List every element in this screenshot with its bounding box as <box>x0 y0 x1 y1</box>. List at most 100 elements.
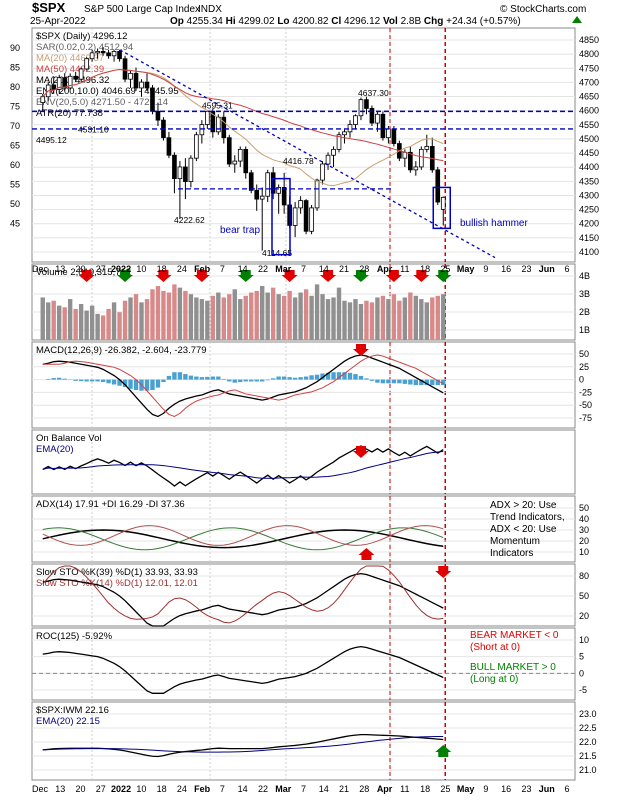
volume-bar <box>161 291 165 340</box>
x-tick-label: 18 <box>157 784 167 794</box>
volume-bar <box>150 289 154 340</box>
volume-bar <box>342 301 346 340</box>
volume-bar <box>68 299 72 340</box>
macd-histogram-bar <box>353 374 357 380</box>
volume-bar <box>320 294 324 340</box>
macd-histogram-bar <box>293 378 297 380</box>
candle-body <box>52 85 56 89</box>
x-tick-label: May <box>457 264 475 274</box>
candle-body <box>123 59 127 79</box>
macd-histogram-bar <box>403 380 407 384</box>
candle-body <box>79 69 83 79</box>
y-tick-label: 1B <box>579 325 590 335</box>
candle-body <box>365 100 369 109</box>
volume-bar <box>375 297 379 340</box>
y-tick-label: 4B <box>579 271 590 281</box>
candle-body <box>200 125 204 135</box>
candle-body <box>233 161 237 164</box>
candle-body <box>189 158 193 181</box>
macd-histogram-bar <box>101 380 105 382</box>
candle-body <box>244 149 248 172</box>
y-tick-label: 4300 <box>579 190 599 200</box>
up-triangle-icon <box>572 16 582 23</box>
candle-body <box>392 129 396 144</box>
y-tick-label: 2B <box>579 307 590 317</box>
volume-bar <box>238 299 242 340</box>
x-tick-label: 9 <box>483 264 488 274</box>
x-tick-label: 14 <box>319 264 329 274</box>
x-tick-label: 13 <box>55 264 65 274</box>
candle-body <box>238 149 242 161</box>
macd-histogram-bar <box>271 378 275 379</box>
volume-bar <box>331 297 335 340</box>
candle-body <box>178 167 182 179</box>
volume-bar <box>117 312 121 340</box>
macd-histogram-bar <box>430 380 434 386</box>
candle-body <box>260 196 264 199</box>
bull-market-note: (Long at 0) <box>470 674 518 685</box>
volume-bar <box>123 301 127 340</box>
candle-body <box>129 73 133 79</box>
y-tick-label: 80 <box>579 571 589 581</box>
macd-histogram-bar <box>156 380 160 388</box>
macd-histogram-bar <box>200 377 204 379</box>
quote-value: 4296.12 <box>344 16 381 27</box>
volume-bar <box>298 293 302 340</box>
bear-market-note: (Short at 0) <box>470 642 520 653</box>
macd-histogram-bar <box>370 380 374 381</box>
volume-bar <box>260 286 264 340</box>
macd-histogram-bar <box>287 377 291 379</box>
exchange-label: INDX <box>198 4 222 15</box>
quote-label: Chg <box>421 16 446 27</box>
volume-bar <box>205 301 209 340</box>
y-tick-label: 0 <box>579 375 584 385</box>
y-tick-label: 23.0 <box>579 709 597 719</box>
macd-histogram-bar <box>331 372 335 379</box>
x-tick-label: Dec <box>32 784 49 794</box>
bear-market-note: BEAR MARKET < 0 <box>470 630 559 641</box>
quote-label: Hi <box>223 16 239 27</box>
x-tick-label: Jun <box>539 784 555 794</box>
macd-histogram-bar <box>233 380 237 383</box>
candle-body <box>315 180 319 208</box>
quote-value: 4200.82 <box>292 16 329 27</box>
y-tick-label: -75 <box>579 413 592 423</box>
volume-bar <box>57 306 61 340</box>
macd-histogram-bar <box>52 378 56 380</box>
candle-body <box>227 138 231 164</box>
macd-histogram-bar <box>276 377 280 380</box>
left-tick-label: 80 <box>10 82 20 92</box>
macd-histogram-bar <box>194 377 198 380</box>
macd-histogram-bar <box>265 380 269 381</box>
volume-bar <box>216 293 220 340</box>
candle-body <box>436 170 440 202</box>
candle-body <box>299 201 303 208</box>
x-tick-label: 14 <box>238 784 248 794</box>
volume-bar <box>359 304 363 340</box>
volume-bar <box>276 294 280 340</box>
y-tick-label: 3B <box>579 289 590 299</box>
x-tick-label: 18 <box>420 264 430 274</box>
x-tick-label: Dec <box>32 264 49 274</box>
x-tick-label: 7 <box>220 264 225 274</box>
macd-histogram-bar <box>79 380 83 382</box>
x-tick-label: 28 <box>359 264 369 274</box>
volume-bar <box>419 299 423 340</box>
volume-bar <box>249 293 253 340</box>
y-tick-label: 4750 <box>579 63 599 73</box>
macd-histogram-bar <box>304 377 308 380</box>
macd-histogram-bar <box>249 380 253 382</box>
x-tick-label: 6 <box>564 264 569 274</box>
macd-histogram-bar <box>255 380 259 382</box>
macd-histogram-bar <box>298 377 302 379</box>
legend-entry: ADX(14) 17.91 +DI 16.29 -DI 37.36 <box>36 499 185 510</box>
candle-body <box>381 114 385 137</box>
macd-histogram-bar <box>408 380 412 385</box>
x-tick-label: Apr <box>377 264 393 274</box>
candle-body <box>183 167 187 182</box>
x-tick-label: 6 <box>564 784 569 794</box>
macd-histogram-bar <box>128 380 132 389</box>
x-tick-label: 23 <box>521 264 531 274</box>
left-tick-label: 90 <box>10 43 20 53</box>
